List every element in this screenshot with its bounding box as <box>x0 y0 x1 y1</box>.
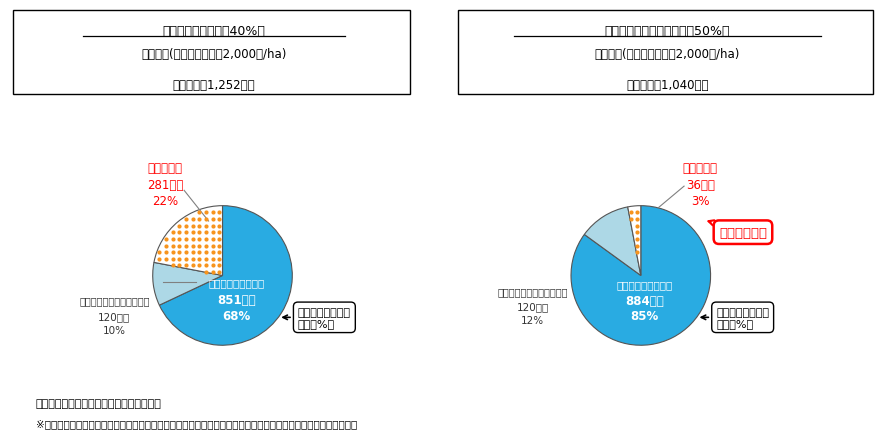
Text: 標準経費：1,040千円: 標準経費：1,040千円 <box>627 79 708 92</box>
Text: 森林育成事業補助金: 森林育成事業補助金 <box>616 279 673 289</box>
Text: 12%: 12% <box>521 315 544 325</box>
Text: 851千円: 851千円 <box>217 294 255 307</box>
Wedge shape <box>571 206 710 346</box>
Text: 所有者負担: 所有者負担 <box>683 162 717 174</box>
Text: 図４　人工造林を実施した場合の経費内訳: 図４ 人工造林を実施した場合の経費内訳 <box>36 399 161 409</box>
Text: 884千円: 884千円 <box>625 294 664 307</box>
Text: 120千円: 120千円 <box>516 301 549 311</box>
Wedge shape <box>585 208 641 276</box>
Text: 85%: 85% <box>630 310 659 323</box>
Text: 大幅に削減！: 大幅に削減！ <box>708 221 767 239</box>
Text: 22%: 22% <box>152 194 178 207</box>
Text: 標準経費：1,252千円: 標準経費：1,252千円 <box>173 79 255 92</box>
Text: 実質的な補助率は
「８５%」: 実質的な補助率は 「８５%」 <box>701 307 769 328</box>
Text: 一貫作業(スギコンテナ苗2,000本/ha): 一貫作業(スギコンテナ苗2,000本/ha) <box>595 48 740 61</box>
Wedge shape <box>153 263 222 305</box>
FancyBboxPatch shape <box>13 11 410 95</box>
Text: 3%: 3% <box>691 194 709 207</box>
Text: みやぎ森林づくり助成事業: みやぎ森林づくり助成事業 <box>79 295 150 305</box>
Text: みやぎ森林づくり助成事業: みやぎ森林づくり助成事業 <box>498 286 568 296</box>
Text: 森林育成事業補助金: 森林育成事業補助金 <box>208 278 264 288</box>
Text: 普通造林(スギコンテナ苗2,000本/ha): 普通造林(スギコンテナ苗2,000本/ha) <box>141 48 287 61</box>
Wedge shape <box>627 206 641 276</box>
Text: 36千円: 36千円 <box>685 179 715 192</box>
Wedge shape <box>154 206 222 276</box>
Wedge shape <box>159 206 292 346</box>
Text: 120千円: 120千円 <box>98 311 131 321</box>
Text: 281千円: 281千円 <box>147 179 183 192</box>
Text: 68%: 68% <box>222 309 251 322</box>
Text: 通常の場合（補助率40%）: 通常の場合（補助率40%） <box>162 25 265 38</box>
Text: 実質的な補助率は
「６８%」: 実質的な補助率は 「６８%」 <box>283 307 351 328</box>
Text: 嵩上げ適用の場合（補助率50%）: 嵩上げ適用の場合（補助率50%） <box>604 25 731 38</box>
FancyBboxPatch shape <box>458 11 872 95</box>
Text: 所有者負担: 所有者負担 <box>148 162 182 174</box>
Text: ※「森林育成事業（造林保育）」と「みやぎ森林づくり支援センター（民間団体）」による補助金を活用した場合: ※「森林育成事業（造林保育）」と「みやぎ森林づくり支援センター（民間団体）」によ… <box>36 418 357 428</box>
Text: 10%: 10% <box>103 325 125 335</box>
